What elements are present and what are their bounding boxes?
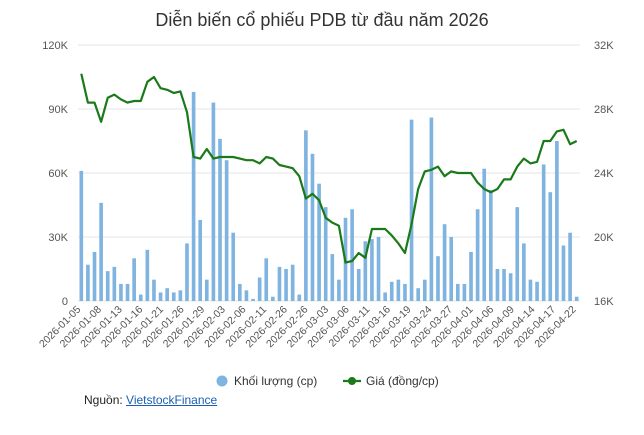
volume-bar xyxy=(383,292,387,301)
volume-bar xyxy=(211,102,216,301)
volume-bar xyxy=(231,232,236,301)
volume-bar xyxy=(469,251,473,301)
volume-bar xyxy=(482,168,487,301)
volume-bar xyxy=(403,283,407,301)
y-left-tick-label: 60K xyxy=(48,168,68,180)
volume-bar xyxy=(389,281,394,301)
y-right-tick-label: 32K xyxy=(594,40,614,52)
chart-title: Diễn biến cổ phiếu PDB từ đầu năm 2026 xyxy=(155,10,489,30)
price-line xyxy=(80,73,578,264)
volume-bar xyxy=(264,258,269,301)
volume-bar xyxy=(561,245,566,301)
volume-bar xyxy=(317,183,321,301)
volume-bar xyxy=(92,251,97,301)
volume-bar xyxy=(370,239,374,301)
source-label: Nguồn: xyxy=(84,393,123,407)
volume-bar xyxy=(515,207,520,301)
volume-bar xyxy=(290,264,295,301)
volume-bar xyxy=(244,290,249,301)
volume-bar xyxy=(112,266,117,301)
volume-bar xyxy=(277,266,282,301)
volume-bar xyxy=(416,288,420,301)
volume-bar xyxy=(495,269,500,301)
volume-bar xyxy=(548,192,553,301)
volume-bar xyxy=(455,283,460,301)
volume-bar xyxy=(475,209,480,301)
volume-bar xyxy=(257,277,262,301)
y-right-tick-label: 16K xyxy=(594,296,614,308)
volume-bar xyxy=(436,256,440,301)
legend-price-label: Giá (đồng/cp) xyxy=(366,374,439,388)
volume-bar xyxy=(178,290,183,301)
volume-bar xyxy=(422,279,427,301)
volume-bar xyxy=(337,279,341,301)
legend-volume-marker xyxy=(216,375,228,387)
volume-bar xyxy=(323,207,328,301)
y-right-tick-label: 20K xyxy=(594,232,614,244)
volume-bar xyxy=(125,283,130,301)
volume-bar xyxy=(158,292,163,301)
volume-bar xyxy=(204,279,209,301)
volume-bar xyxy=(363,241,368,301)
volume-bar xyxy=(535,281,539,301)
volume-bar xyxy=(442,224,447,301)
volume-bar xyxy=(297,294,302,301)
volume-bar xyxy=(489,190,493,301)
volume-bar xyxy=(284,269,288,301)
volume-bar xyxy=(165,288,169,301)
volume-bar xyxy=(574,296,579,301)
volume-bar xyxy=(152,279,156,301)
volume-bar xyxy=(86,264,90,301)
source-line: Nguồn: VietstockFinance xyxy=(84,393,217,407)
volume-bar xyxy=(310,153,315,301)
volume-bar xyxy=(191,91,196,301)
volume-bar xyxy=(528,279,533,301)
y-right-tick-label: 24K xyxy=(594,168,614,180)
volume-bar xyxy=(138,294,143,301)
volume-bar xyxy=(330,254,335,301)
y-left-tick-label: 120K xyxy=(42,40,68,52)
volume-bar xyxy=(218,138,222,301)
volume-bar xyxy=(198,219,203,301)
volume-bar xyxy=(304,130,308,301)
volume-bar xyxy=(429,117,434,302)
volume-bar xyxy=(145,249,150,301)
volume-bar xyxy=(185,243,189,301)
y-left-tick-label: 90K xyxy=(48,104,68,116)
volume-bar xyxy=(119,283,123,301)
legend-price-marker xyxy=(348,377,356,385)
volume-bar xyxy=(541,164,546,301)
volume-bar xyxy=(271,296,275,301)
volume-bar xyxy=(449,237,454,301)
volume-bar xyxy=(522,243,526,301)
volume-bar xyxy=(105,271,110,301)
volume-bar xyxy=(376,237,381,301)
volume-bar xyxy=(568,232,572,301)
y-left-tick-label: 30K xyxy=(48,232,68,244)
source-link[interactable]: VietstockFinance xyxy=(126,393,218,407)
volume-bar xyxy=(508,273,513,301)
volume-bar xyxy=(224,160,229,301)
volume-bar xyxy=(462,283,467,301)
volume-bar xyxy=(350,209,354,301)
volume-bar xyxy=(79,170,84,301)
legend-volume-label: Khối lượng (cp) xyxy=(234,374,317,388)
volume-bar xyxy=(132,258,136,301)
volume-bar xyxy=(356,269,361,301)
volume-bar xyxy=(251,298,255,301)
volume-bar xyxy=(99,202,103,301)
volume-bar xyxy=(396,279,401,301)
y-left-tick-label: 0 xyxy=(62,296,68,308)
volume-bar xyxy=(238,283,242,301)
volume-bar xyxy=(171,292,176,301)
y-right-tick-label: 28K xyxy=(594,104,614,116)
volume-bar xyxy=(555,141,559,301)
volume-bar xyxy=(409,119,414,302)
volume-bar xyxy=(502,269,506,301)
